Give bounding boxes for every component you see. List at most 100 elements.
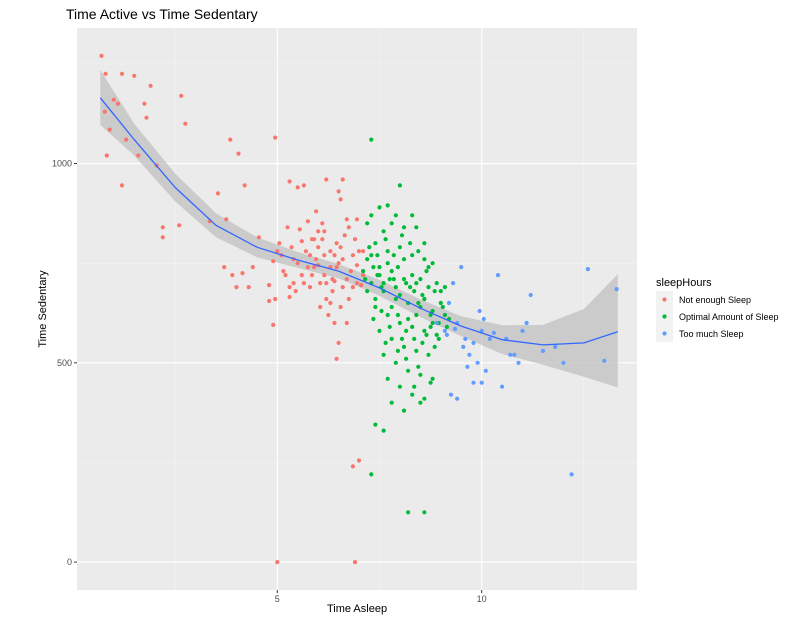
- data-point: [373, 304, 378, 310]
- data-point: [401, 257, 407, 262]
- data-point: [404, 328, 409, 333]
- x-axis-title: Time Asleep: [327, 603, 387, 615]
- data-point: [397, 183, 402, 188]
- data-point: [324, 281, 329, 286]
- legend-label: Not enough Sleep: [679, 295, 751, 305]
- data-point: [387, 324, 392, 329]
- data-point: [516, 360, 521, 365]
- data-point: [336, 189, 341, 194]
- data-point: [303, 249, 308, 254]
- data-point: [289, 245, 294, 250]
- data-point: [393, 296, 398, 302]
- data-point: [430, 320, 435, 326]
- data-point: [422, 257, 427, 262]
- data-point: [340, 285, 345, 290]
- data-point: [324, 296, 329, 302]
- data-point: [483, 368, 488, 373]
- data-point: [228, 137, 233, 142]
- data-point: [365, 221, 370, 226]
- data-point: [397, 320, 402, 326]
- data-point: [420, 292, 425, 298]
- data-point: [442, 312, 447, 318]
- data-point: [401, 408, 407, 413]
- data-point: [99, 53, 104, 59]
- data-point: [119, 183, 125, 188]
- data-point: [307, 253, 313, 258]
- data-point: [267, 283, 272, 288]
- data-point: [271, 322, 276, 327]
- data-point: [540, 348, 546, 353]
- data-point: [322, 273, 327, 278]
- data-point: [356, 249, 362, 254]
- data-point: [103, 71, 108, 76]
- data-point: [406, 368, 411, 373]
- data-point: [320, 221, 325, 226]
- data-point: [305, 265, 310, 270]
- data-point: [434, 332, 439, 337]
- data-point: [391, 253, 396, 258]
- data-point: [111, 97, 116, 102]
- data-point: [389, 304, 394, 310]
- data-point: [406, 316, 411, 322]
- data-point: [434, 320, 439, 326]
- confidence-band: [100, 69, 618, 388]
- data-point: [340, 177, 345, 182]
- data-point: [267, 298, 272, 304]
- data-point: [520, 328, 525, 333]
- data-point: [346, 296, 351, 302]
- data-point: [408, 241, 413, 246]
- data-point: [434, 281, 439, 286]
- data-point: [275, 249, 280, 254]
- data-point: [297, 227, 302, 232]
- data-point: [379, 308, 384, 314]
- data-point: [346, 225, 351, 230]
- data-point: [301, 183, 306, 188]
- data-point: [322, 229, 327, 234]
- data-point: [385, 203, 390, 208]
- data-point: [418, 400, 423, 405]
- data-point: [440, 304, 445, 310]
- data-point: [479, 380, 484, 385]
- data-point: [305, 219, 310, 224]
- data-point: [295, 261, 300, 266]
- data-point: [367, 245, 372, 250]
- data-point: [404, 281, 409, 286]
- data-point: [444, 332, 449, 337]
- data-point: [381, 352, 386, 357]
- data-point: [328, 249, 333, 254]
- data-point: [338, 245, 343, 250]
- data-point: [250, 265, 255, 270]
- data-point: [359, 283, 364, 288]
- data-point: [491, 330, 496, 335]
- data-point: [352, 237, 358, 242]
- data-point: [393, 213, 398, 218]
- data-point: [614, 287, 619, 292]
- data-point: [453, 326, 458, 331]
- data-point: [295, 185, 300, 190]
- data-point: [369, 137, 374, 142]
- data-point: [350, 285, 355, 290]
- data-point: [271, 259, 276, 264]
- data-point: [371, 316, 376, 322]
- data-point: [410, 392, 415, 397]
- data-point: [585, 267, 591, 272]
- data-points: [99, 53, 619, 565]
- data-point: [404, 356, 409, 361]
- data-point: [475, 360, 480, 365]
- data-point: [348, 269, 353, 274]
- legend-title: sleepHours: [656, 277, 712, 289]
- data-point: [354, 263, 360, 268]
- data-point: [381, 428, 386, 433]
- data-point: [273, 296, 278, 302]
- data-point: [426, 265, 431, 270]
- chart-title: Time Active vs Time Sedentary: [66, 6, 258, 22]
- data-point: [553, 344, 558, 349]
- data-point: [342, 233, 347, 238]
- data-point: [432, 344, 437, 349]
- data-point: [412, 336, 417, 341]
- data-point: [467, 352, 472, 357]
- data-point: [385, 312, 390, 318]
- data-point: [283, 273, 288, 278]
- data-point: [428, 312, 433, 318]
- confidence-band-group: [100, 69, 618, 388]
